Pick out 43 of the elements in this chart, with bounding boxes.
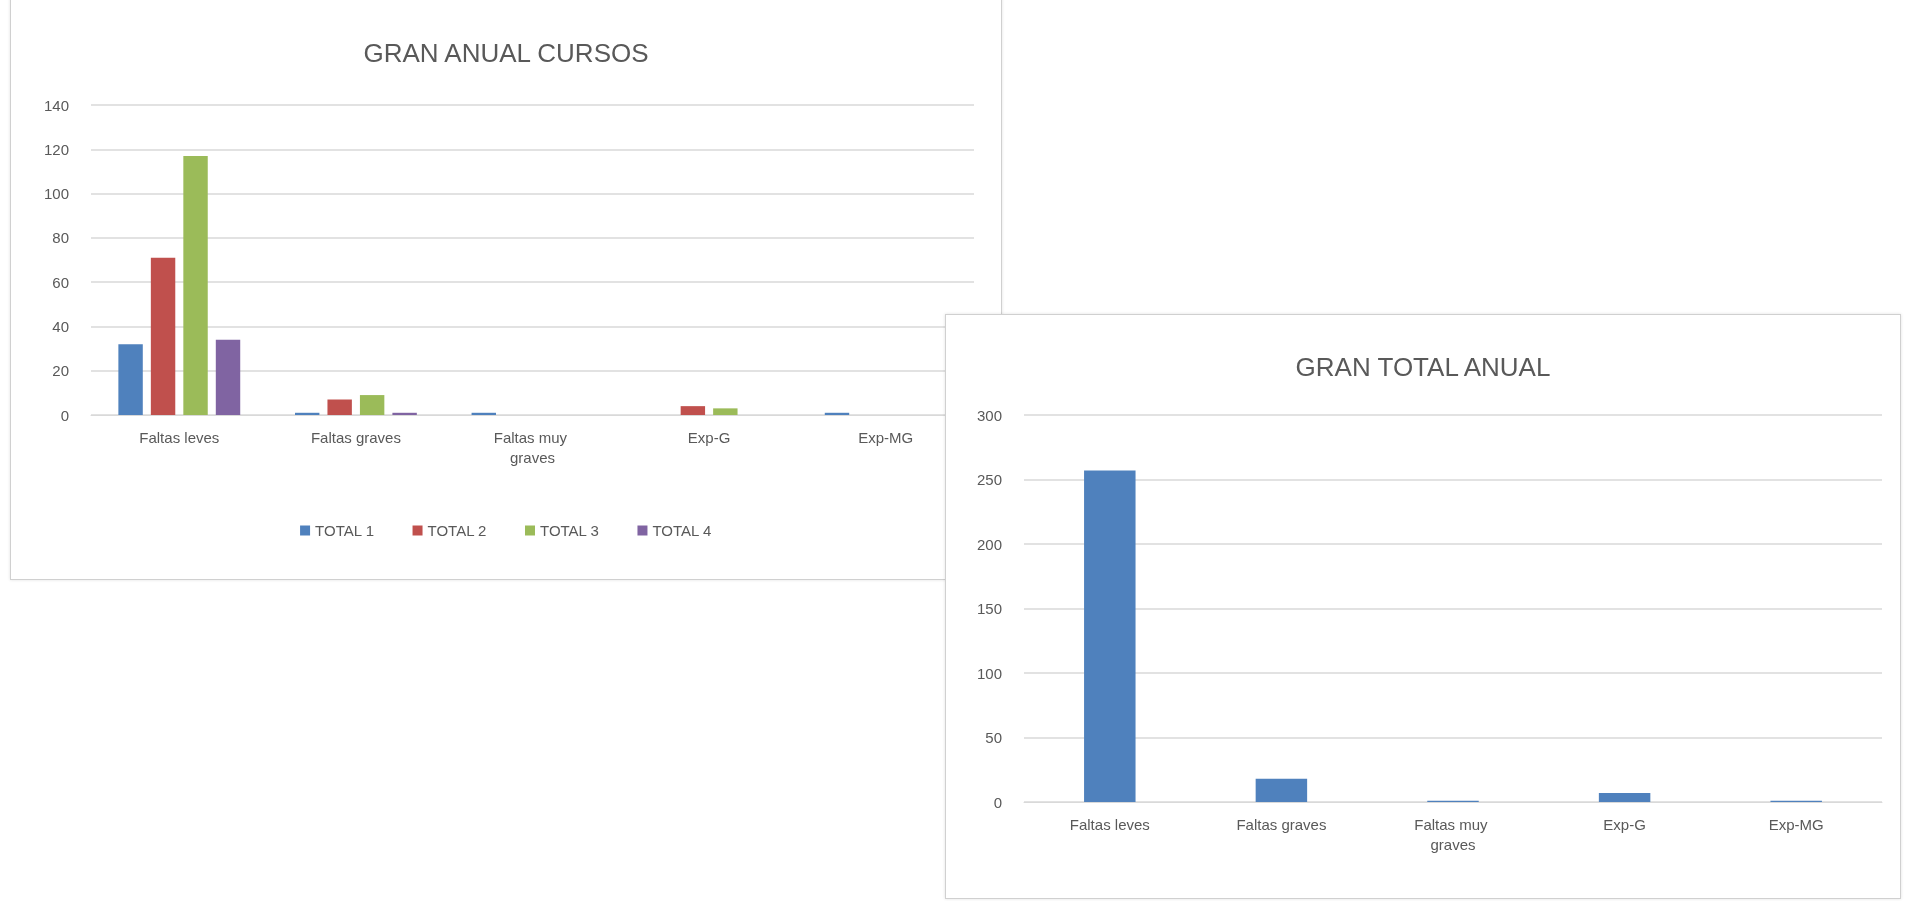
x-tick-label: Faltas leves (1069, 815, 1150, 833)
y-tick-label: 250 (976, 471, 1002, 488)
legend-label: TOTAL 2 (427, 522, 487, 539)
y-tick-label: 300 (976, 406, 1002, 424)
y-tick-label: 100 (43, 185, 69, 203)
y-tick-label: 50 (985, 729, 1002, 746)
y-tick-label: 140 (43, 96, 69, 114)
x-tick-label: Exp-G (1603, 815, 1646, 833)
bar (150, 257, 176, 415)
bar (118, 344, 143, 415)
bar (1084, 470, 1136, 802)
legend-label: TOTAL 1 (315, 522, 374, 539)
chart-title: GRAN TOTAL ANUAL (1295, 352, 1551, 382)
bar (327, 399, 352, 415)
bar (392, 412, 417, 415)
y-tick-label: 200 (976, 535, 1002, 553)
y-tick-label: 0 (993, 793, 1002, 811)
y-tick-label: 100 (976, 664, 1002, 682)
legend-label: TOTAL 3 (540, 522, 599, 539)
chart-title: GRAN ANUAL CURSOS (363, 38, 649, 68)
bar (680, 406, 706, 415)
bar (183, 155, 208, 415)
x-tick-label: Exp-G (687, 428, 731, 446)
y-tick-label: 120 (43, 140, 69, 158)
y-tick-label: 80 (52, 229, 69, 247)
bar (1255, 778, 1308, 802)
x-tick-label: Faltas leves (139, 428, 220, 446)
y-tick-label: 0 (60, 406, 69, 424)
y-tick-label: 40 (52, 317, 69, 335)
bar (359, 395, 385, 415)
x-tick-label: Faltas muy graves (1414, 815, 1492, 853)
bar (1598, 792, 1651, 802)
y-tick-label: 20 (52, 362, 69, 380)
y-tick-label: 150 (976, 600, 1002, 617)
legend-label: TOTAL 4 (652, 522, 712, 539)
y-tick-label: 60 (52, 273, 69, 291)
x-tick-label: Faltas muy graves (493, 428, 572, 466)
bar (215, 339, 241, 415)
bar (713, 408, 738, 415)
x-tick-label: Faltas graves (1236, 815, 1327, 833)
x-tick-label: Faltas graves (310, 428, 401, 446)
x-tick-label: Exp-MG (858, 428, 914, 446)
x-tick-label: Exp-MG (1768, 815, 1824, 833)
